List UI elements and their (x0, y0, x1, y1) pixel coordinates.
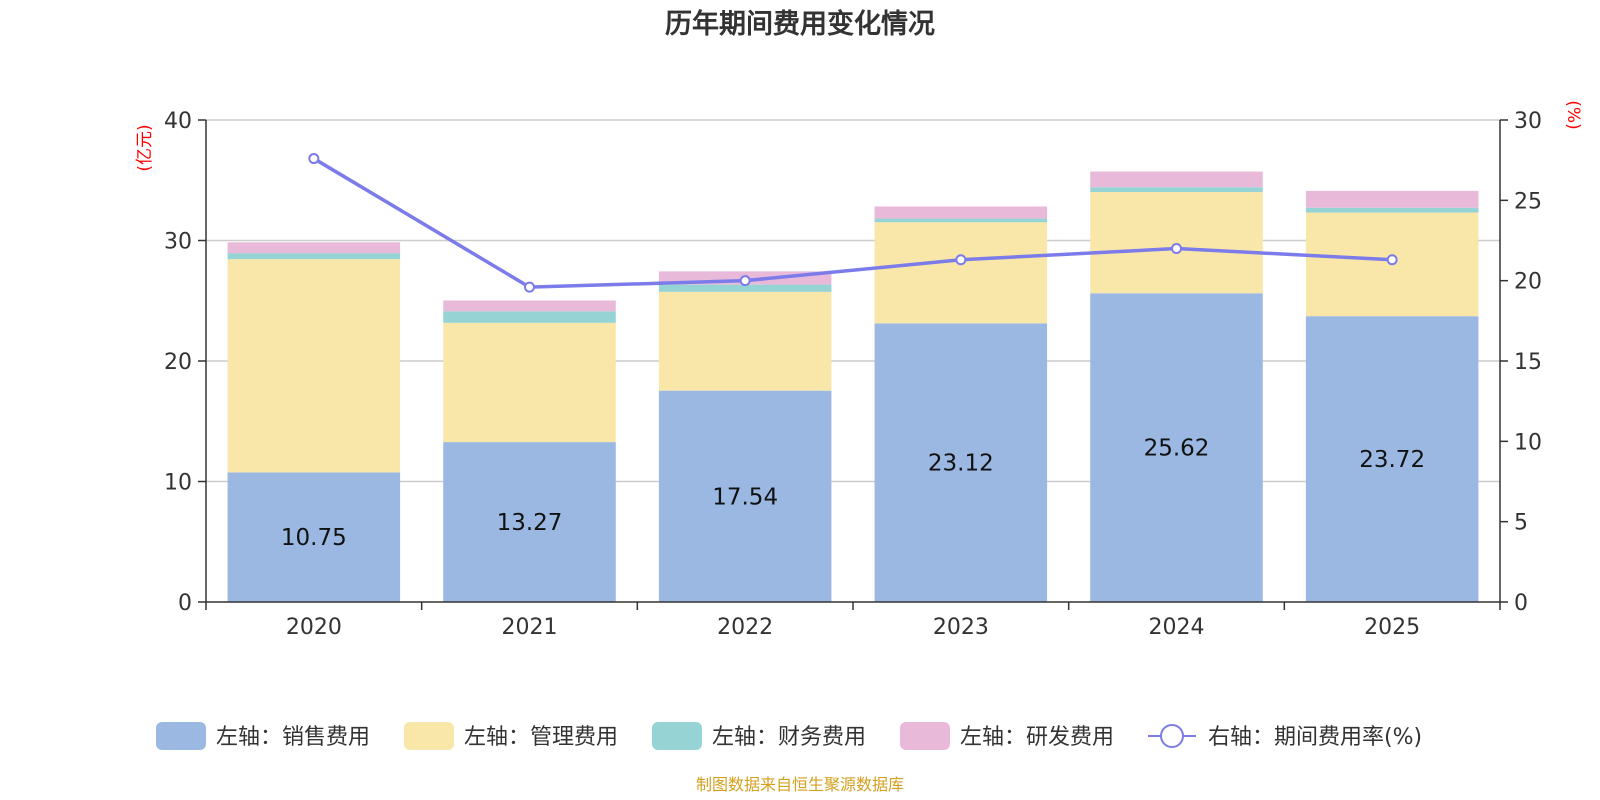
x-axis-tick-label: 2022 (717, 615, 773, 640)
grid-layer (206, 119, 1500, 483)
bar-segment-s3-c5 (1305, 190, 1479, 208)
legend: 左轴：销售费用 左轴：管理费用 左轴：财务费用 左轴：研发费用 右轴：期间费用率(%) (156, 722, 1422, 750)
bar-data-label: 13.27 (497, 510, 563, 536)
right-axis-tick-label: 25 (1514, 189, 1542, 214)
line-layer (308, 153, 1398, 293)
bar-segment-s1-c1 (443, 322, 616, 443)
bar-data-label: 17.54 (712, 484, 778, 510)
bar-segment-s1-c0 (227, 259, 401, 473)
right-axis-tick-label: 20 (1514, 270, 1542, 295)
right-axis-tick-label: 5 (1514, 511, 1528, 536)
rate-line (312, 157, 1393, 289)
x-axis-tick-label: 2025 (1364, 615, 1420, 640)
bar-data-label: 25.62 (1144, 436, 1210, 462)
bar-segment-s0-c4 (1090, 293, 1263, 602)
left-axis-tick-label: 0 (178, 591, 192, 616)
x-axis-tick-label: 2021 (502, 615, 558, 640)
rate-point-3 (955, 254, 967, 266)
left-axis-tick-label: 20 (164, 350, 192, 375)
bar-segment-s2-c3 (874, 218, 1048, 223)
right-axis-tick-label: 10 (1514, 430, 1542, 455)
bar-data-label: 23.72 (1359, 447, 1425, 473)
bar-segment-s0-c5 (1305, 316, 1479, 602)
bar-segment-s0-c3 (874, 323, 1048, 602)
right-axis-unit: (%) (1563, 100, 1583, 129)
left-axis-tick-label: 40 (164, 109, 192, 134)
bar-segment-s3-c4 (1090, 171, 1263, 188)
legend-label: 右轴：期间费用率(%) (1208, 725, 1422, 750)
rate-point-4 (1171, 243, 1182, 255)
bar-segment-s3-c1 (443, 300, 616, 312)
legend-label: 左轴：销售费用 (216, 725, 370, 750)
bar-segment-s1-c2 (658, 291, 832, 391)
bar-segment-s2-c1 (443, 311, 616, 323)
left-axis-tick-label: 10 (164, 471, 192, 496)
bar-segment-s1-c3 (874, 222, 1048, 324)
bar-segment-s3-c3 (874, 206, 1048, 219)
rate-point-5 (1386, 254, 1398, 266)
bar-data-label: 10.75 (281, 525, 347, 551)
legend-label: 左轴：研发费用 (960, 725, 1114, 750)
data-source: 制图数据来自恒生聚源数据库 (696, 775, 904, 794)
bar-segment-s0-c0 (227, 472, 401, 602)
legend-swatch (652, 722, 702, 750)
right-axis-tick-label: 15 (1514, 350, 1542, 375)
bar-segment-s1-c4 (1090, 192, 1263, 294)
x-axis-tick-label: 2023 (933, 615, 989, 640)
legend-swatch (404, 722, 454, 750)
bar-segment-s2-c5 (1305, 207, 1479, 213)
rate-point-0 (308, 153, 320, 165)
right-axis-tick-label: 0 (1514, 591, 1528, 616)
legend-marker-swatch (1160, 724, 1184, 748)
right-axis-tick-label: 30 (1514, 109, 1542, 134)
legend-swatch (900, 722, 950, 750)
left-axis-tick-label: 30 (164, 230, 192, 255)
bar-segment-s2-c4 (1090, 187, 1263, 193)
left-axis-unit: (亿元) (135, 124, 155, 171)
bar-layer (227, 171, 1479, 602)
x-axis-tick-label: 2024 (1149, 615, 1205, 640)
bar-segment-s3-c0 (227, 242, 401, 254)
rate-point-2 (739, 275, 751, 287)
bar-segment-s2-c0 (227, 253, 401, 260)
bar-segment-s0-c1 (443, 442, 616, 602)
x-axis-tick-label: 2020 (286, 615, 342, 640)
legend-label: 左轴：管理费用 (464, 725, 618, 750)
bar-segment-s0-c2 (658, 390, 832, 602)
legend-swatch (156, 722, 206, 750)
chart-title: 历年期间费用变化情况 (665, 8, 935, 40)
legend-label: 左轴：财务费用 (712, 725, 866, 750)
rate-point-1 (524, 281, 535, 293)
bar-segment-s2-c2 (658, 284, 832, 292)
bar-data-label: 23.12 (928, 451, 994, 477)
label-layer: 10.75 13.27 17.54 23.12 25.62 23.72 (281, 436, 1425, 552)
